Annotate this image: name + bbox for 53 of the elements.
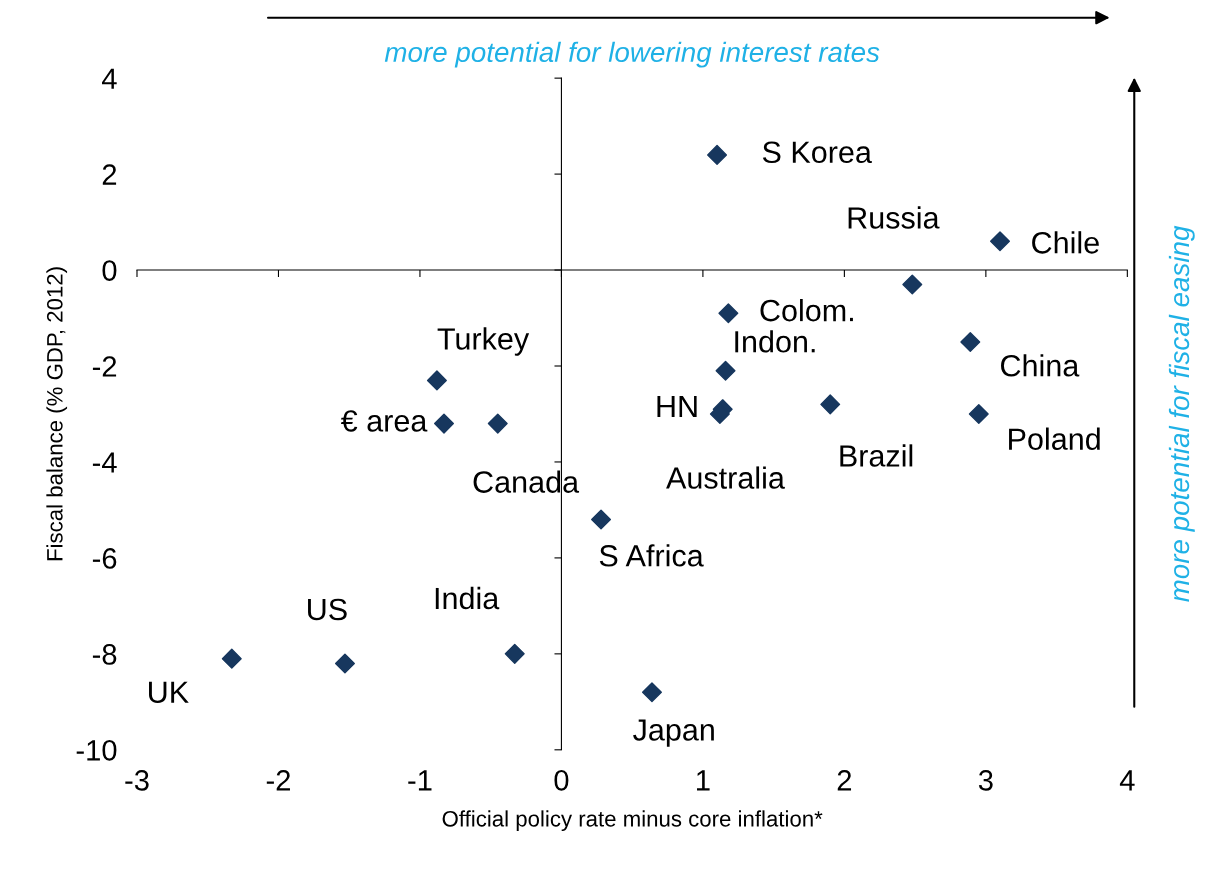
point	[718, 303, 739, 324]
annotation: US	[308, 598, 347, 621]
annotation: Brazil	[840, 444, 913, 467]
y-axis-title: Fiscal balance (% GDP, 2012)	[46, 267, 68, 561]
x-tick-label: 0	[554, 770, 569, 791]
point	[641, 682, 662, 703]
annotation: Indon.	[735, 330, 815, 353]
point	[820, 394, 841, 415]
point	[487, 413, 508, 434]
y-tick-label: -2	[92, 356, 117, 377]
annotation: S Africa	[599, 544, 704, 567]
point	[504, 643, 525, 664]
annotation: Russia	[848, 206, 940, 229]
annotation: Turkey	[437, 327, 530, 356]
annotation: UK	[149, 681, 189, 703]
y-tick-label: -10	[76, 740, 117, 761]
x-tick-label: 2	[837, 770, 852, 791]
annotation: Japan	[633, 719, 714, 747]
x-tick-label: -1	[408, 770, 432, 791]
annotation: S Korea	[762, 141, 872, 164]
y-tick-label: 0	[102, 260, 117, 281]
annotation: € area	[340, 410, 428, 432]
annotation: India	[435, 586, 500, 610]
y-tick-label: 2	[102, 164, 117, 185]
point	[960, 332, 981, 353]
x-tick-label: 1	[697, 770, 710, 791]
annotation: Poland	[1009, 427, 1100, 450]
y-tick-label: -6	[92, 548, 117, 569]
point	[334, 653, 355, 674]
y-tick-label: -8	[92, 644, 117, 665]
y-tick-label: 4	[102, 68, 117, 89]
x-tick-label: 3	[978, 770, 993, 791]
point	[902, 274, 923, 295]
annotation: HN	[657, 396, 697, 418]
x-tick-label: -3	[125, 770, 149, 791]
point	[221, 648, 242, 669]
text: more potential for fiscal easing	[1168, 225, 1195, 602]
y-tick-label: -4	[92, 452, 117, 473]
point	[707, 144, 728, 165]
point	[989, 231, 1011, 252]
annotation: Colom.	[760, 298, 853, 322]
point	[433, 413, 455, 434]
point	[968, 403, 989, 424]
x-tick-label: 4	[1119, 770, 1135, 791]
point	[426, 370, 447, 391]
point	[715, 360, 736, 381]
annotation: Chile	[1032, 231, 1099, 254]
annotation: China	[1001, 354, 1080, 377]
annotation: Australia	[666, 466, 785, 489]
x-axis-title: Official policy rate minus core inflation*	[442, 810, 823, 832]
point	[591, 509, 612, 530]
text: more potential for lowering interest rates	[384, 41, 880, 68]
x-tick-label: -2	[266, 770, 290, 791]
